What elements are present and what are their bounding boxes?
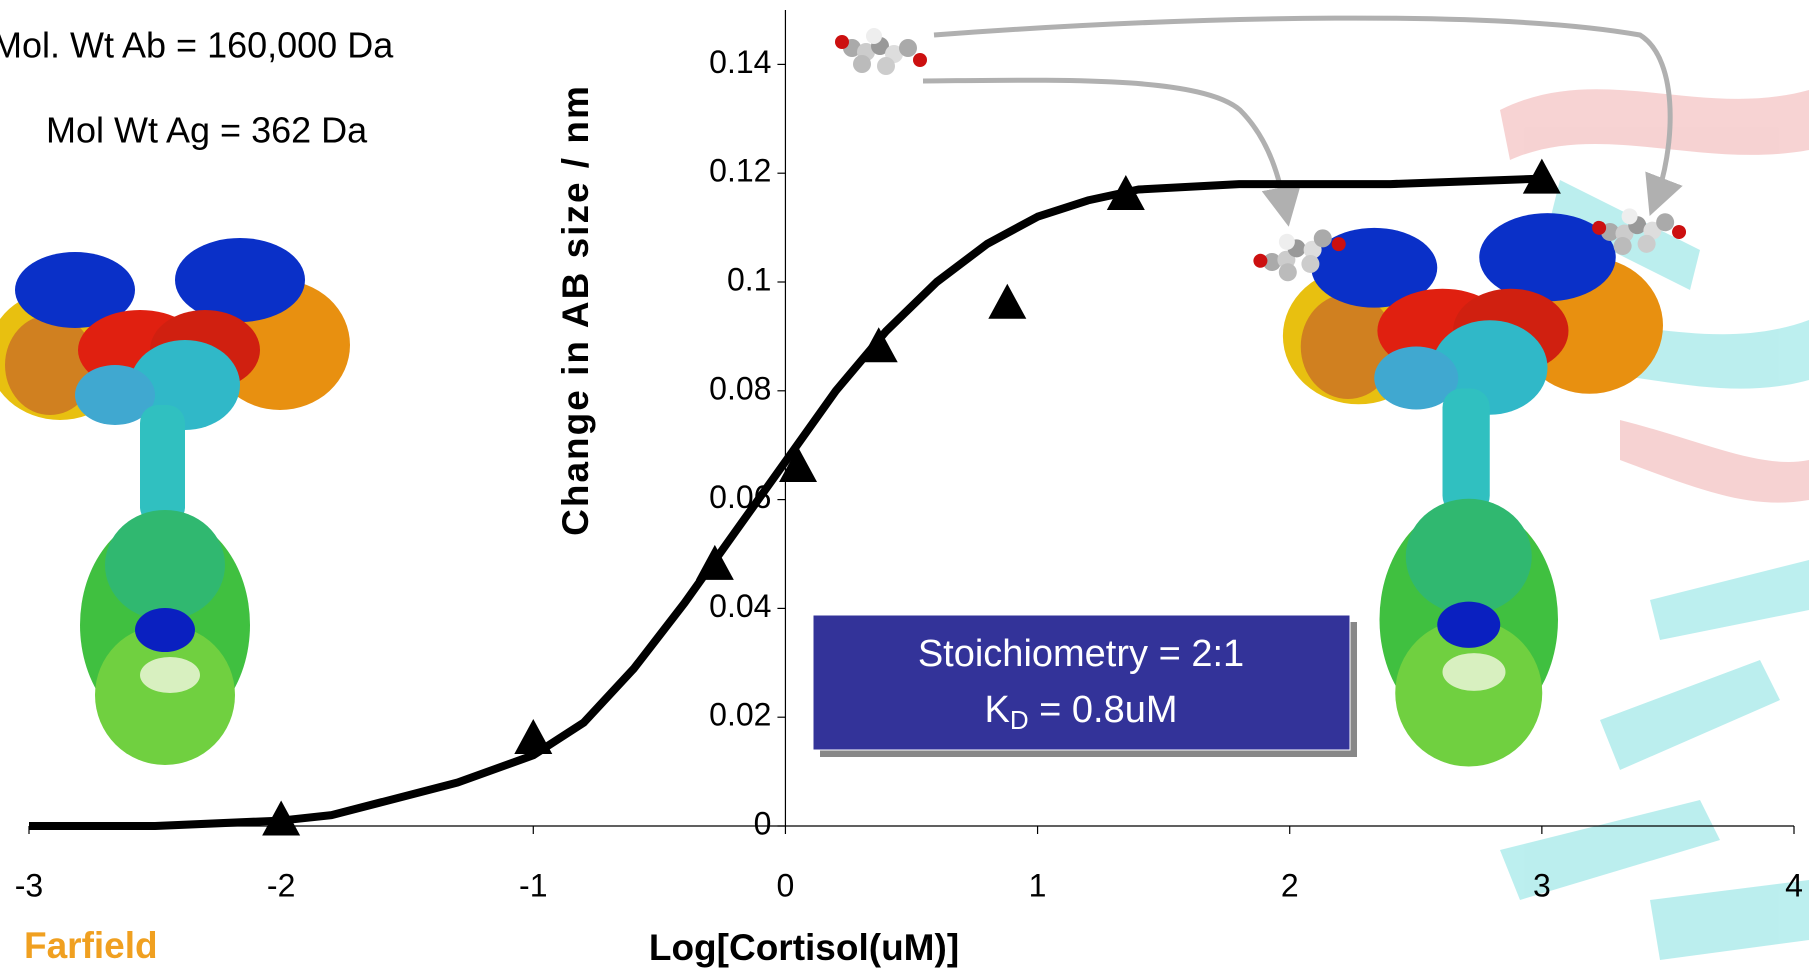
x-axis-title: Log[Cortisol(uM)]	[649, 927, 959, 968]
molecule-free	[835, 28, 927, 75]
annotation: Mol. Wt Ab = 160,000 Da	[0, 25, 394, 66]
y-tick-label: 0.02	[709, 697, 771, 733]
arrow	[922, 77, 1302, 227]
x-tick-label: -1	[519, 867, 547, 903]
y-tick-label: 0.1	[727, 261, 771, 297]
x-tick-label: 1	[1029, 867, 1047, 903]
data-point	[695, 544, 734, 580]
arrow	[933, 15, 1683, 217]
box-text: = 0.8uM	[1029, 689, 1178, 731]
box	[812, 614, 1351, 751]
box-text: Stoichiometry = 2:1	[918, 633, 1244, 675]
info-box: Stoichiometry = 2:1 KD = 0.8uM	[812, 614, 1357, 757]
annotation: Mol Wt Ag = 362 Da	[46, 110, 368, 151]
brand: Farfield	[24, 925, 158, 966]
data-point	[988, 283, 1027, 319]
x-tick-label: 2	[1281, 867, 1299, 903]
y-tick-label: 0.12	[709, 153, 771, 189]
y-tick-label: 0.08	[709, 370, 771, 406]
x-tick-label: 3	[1533, 867, 1551, 903]
data-point	[1106, 174, 1145, 210]
antibody-left	[0, 238, 350, 765]
data-point	[514, 718, 553, 754]
plot: 00.020.040.060.080.10.120.14-3 -2 -1 0 1 2 3 4	[15, 10, 1803, 903]
box-text: KD = 0.8uM	[984, 689, 1177, 735]
box-text: K	[984, 689, 1009, 731]
y-tick-label: 0	[754, 805, 772, 841]
data-point	[859, 327, 898, 363]
y-axis-title: Change in AB size / nm	[555, 84, 596, 536]
subscript: D	[1010, 705, 1029, 735]
x-tick-label: -2	[267, 867, 295, 903]
data-point	[779, 446, 818, 482]
y-tick-label: 0.14	[709, 44, 771, 80]
x-tick-label: -3	[15, 867, 43, 903]
x-tick-label: 0	[777, 867, 795, 903]
x-tick-label: 4	[1785, 867, 1803, 903]
y-tick-label: 0.04	[709, 588, 771, 624]
data-point	[1522, 158, 1561, 194]
data-point	[262, 800, 301, 836]
